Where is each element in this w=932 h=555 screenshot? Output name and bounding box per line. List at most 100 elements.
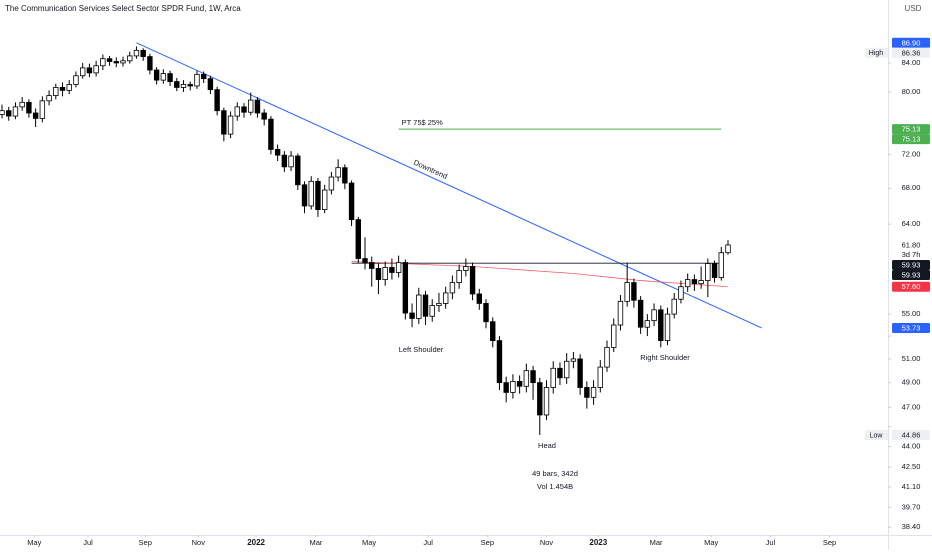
price-tag-label: 59.93: [902, 260, 921, 269]
candle-body: [684, 279, 691, 288]
candle-body: [53, 87, 59, 96]
price-tag-label: 57.60: [902, 282, 921, 291]
candle-body: [120, 60, 126, 64]
price-tag-label: 86.90: [902, 38, 921, 47]
price-tag-label: 44.86: [902, 430, 921, 439]
marker-side-box: [865, 47, 888, 58]
candle-body: [490, 321, 496, 341]
candle-body: [563, 360, 570, 379]
y-tick-label: 42.50: [902, 462, 921, 471]
candle-body: [86, 67, 93, 74]
candle-body: [476, 293, 482, 304]
marker-side-box: [865, 429, 888, 440]
chart-title: The Communication Services Select Sector…: [5, 4, 241, 13]
candle-body: [12, 106, 19, 117]
candle-body: [516, 381, 523, 387]
candle-body: [617, 300, 624, 326]
candle-body: [550, 367, 556, 388]
x-tick-label: Jul: [766, 538, 776, 547]
candle-body: [160, 73, 167, 81]
candle-body: [0, 110, 5, 115]
candle-body: [127, 55, 133, 62]
y-tick-label: 84.00: [902, 58, 921, 67]
candle-body: [463, 266, 469, 271]
candle-body: [194, 73, 200, 87]
candle-body: [597, 366, 603, 388]
x-tick-label: Jul: [423, 538, 433, 547]
candle-body: [537, 382, 543, 416]
y-tick-label: 64.00: [902, 219, 921, 228]
y-tick-label: 72.00: [902, 149, 921, 158]
target-label: PT 75$ 25%: [402, 118, 443, 127]
candle-body: [174, 81, 180, 88]
y-tick-label: 68.00: [902, 183, 921, 192]
x-tick-label: 2023: [589, 538, 607, 547]
candle-body: [234, 106, 240, 117]
trendline: [136, 42, 762, 329]
candle-body: [369, 262, 375, 269]
candle-body: [442, 292, 449, 304]
candle-body: [449, 282, 456, 294]
x-tick-label: Sep: [139, 538, 152, 547]
candle-body: [200, 73, 207, 80]
candle-body: [644, 320, 651, 328]
pattern-label: Left Shoulder: [399, 345, 444, 354]
x-tick-label: Sep: [481, 538, 494, 547]
candle-body: [510, 381, 516, 393]
candle-body: [711, 263, 718, 278]
x-tick-label: Nov: [192, 538, 206, 547]
candle-body: [221, 110, 227, 135]
y-tick-label: 47.00: [902, 402, 921, 411]
x-tick-label: Sep: [823, 538, 836, 547]
candle-body: [637, 299, 644, 328]
candle-body: [321, 189, 328, 210]
candle-body: [167, 73, 173, 82]
price-tag: [892, 134, 930, 145]
candle-body: [705, 263, 711, 281]
x-tick-label: Mar: [309, 538, 322, 547]
candle-body: [6, 110, 12, 117]
measure-label: 49 bars, 342d: [532, 469, 578, 478]
candle-body: [19, 101, 25, 108]
price-tag: [892, 259, 930, 270]
candle-body: [584, 387, 590, 398]
x-tick-label: Mar: [650, 538, 663, 547]
candle-body: [100, 58, 106, 67]
candle-body: [718, 252, 724, 278]
candle-body: [543, 387, 550, 416]
candle-body: [66, 84, 72, 91]
marker-side-label: Low: [870, 432, 884, 439]
candle-body: [153, 69, 160, 81]
price-tag: [892, 37, 930, 48]
candle-body: [604, 346, 610, 368]
moving-average: [351, 261, 729, 288]
candle-body: [664, 313, 671, 341]
candle-body: [503, 382, 509, 393]
candle-body: [301, 184, 308, 207]
candle-body: [523, 370, 530, 387]
x-tick-label: May: [704, 538, 718, 547]
price-tag: [892, 269, 930, 280]
candle-body: [362, 258, 368, 263]
candle-body: [32, 112, 39, 119]
x-tick-label: May: [27, 538, 41, 547]
candle-body: [328, 176, 335, 191]
candle-body: [496, 340, 503, 384]
candle-body: [389, 267, 395, 273]
measure-label: Vol 1.454B: [537, 482, 573, 491]
currency-label: USD: [905, 4, 922, 13]
candle-body: [422, 294, 429, 317]
candle-body: [691, 279, 698, 285]
x-tick-label: Nov: [540, 538, 554, 547]
countdown-label: 3d 7h: [902, 250, 921, 259]
candle-body: [409, 312, 415, 319]
price-tag: [892, 322, 930, 333]
candle-body: [147, 56, 153, 71]
price-tag: [892, 239, 930, 250]
price-tag-label: 75.13: [902, 135, 921, 144]
pattern-label: Right Shoulder: [640, 353, 690, 362]
price-tag-label: 59.93: [902, 270, 921, 279]
candle-body: [308, 180, 314, 207]
candle-body: [611, 324, 617, 348]
